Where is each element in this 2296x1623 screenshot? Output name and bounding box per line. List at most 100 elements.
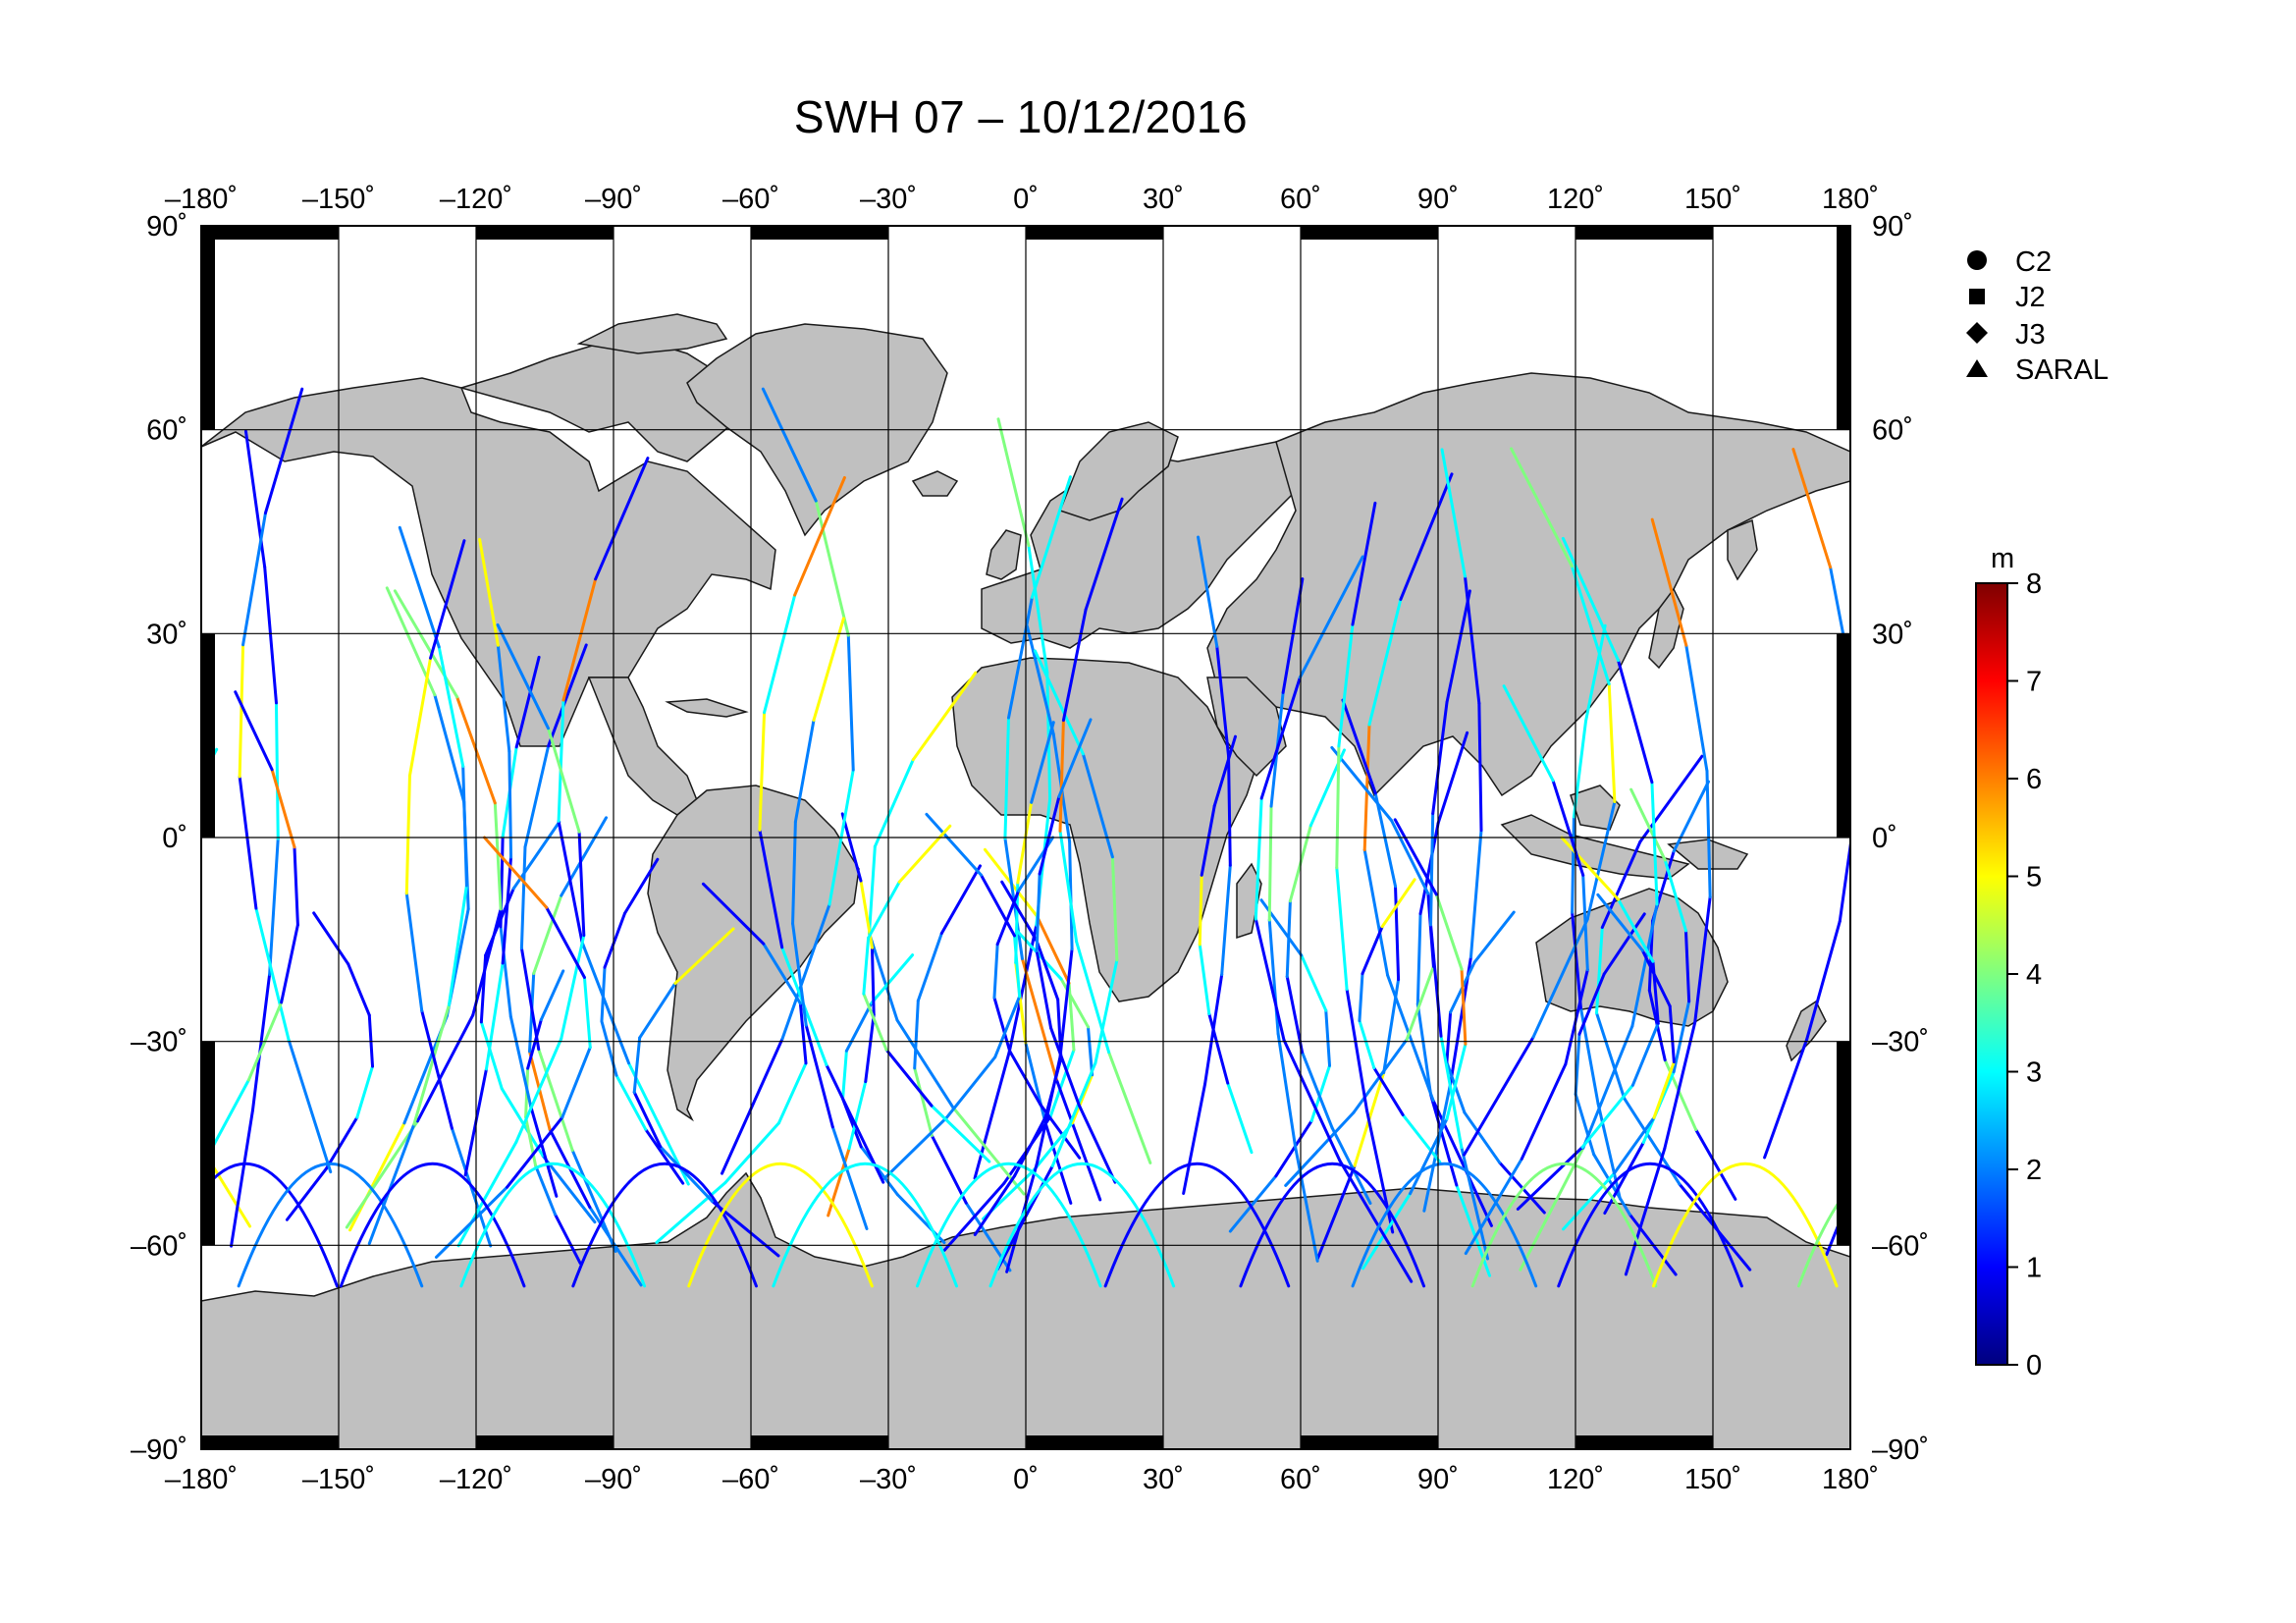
- track-segment: [1436, 730, 1469, 825]
- track-segment: [1315, 1163, 1357, 1261]
- track-segment: [1805, 919, 1842, 1042]
- track-segment: [312, 911, 350, 966]
- track-segment: [1439, 1034, 1464, 1150]
- track-segment: [1607, 682, 1617, 804]
- track-segment: [913, 999, 920, 1070]
- track-segment: [1033, 649, 1085, 756]
- track-segment: [1561, 536, 1621, 663]
- map-title: SWH 07 – 10/12/2016: [793, 91, 1249, 142]
- colorbar-tick-label: 3: [2026, 1057, 2042, 1089]
- track-segment: [939, 864, 982, 936]
- track-segment: [250, 972, 272, 1112]
- track-segment: [1393, 818, 1438, 896]
- track-segment: [870, 946, 876, 1016]
- track-segment: [1198, 873, 1203, 947]
- track-segment: [1422, 1082, 1453, 1213]
- track-segment: [1285, 899, 1292, 979]
- lon-tick-label-bottom: 60˚: [1280, 1464, 1321, 1495]
- track-segment: [1077, 1104, 1117, 1184]
- border-bar-right: [1837, 633, 1850, 838]
- lon-tick-label-top: –30˚: [860, 184, 917, 215]
- track-segment: [973, 1174, 1017, 1237]
- track-segment: [995, 1164, 1054, 1271]
- track-segment: [1048, 1048, 1076, 1118]
- track-segment: [1612, 1115, 1656, 1175]
- track-segment: [1629, 787, 1667, 862]
- track-segment: [1560, 836, 1621, 901]
- lon-tick-label-bottom: –180˚: [165, 1464, 238, 1495]
- track-segment: [270, 768, 296, 849]
- track-segment: [1024, 1041, 1047, 1125]
- track-segment: [1624, 1147, 1667, 1276]
- track-segment: [285, 1166, 328, 1221]
- track-segment: [230, 1109, 254, 1248]
- circle-marker-icon: [1967, 250, 1987, 270]
- track-segment: [1198, 943, 1211, 1016]
- track-segment: [1603, 1141, 1645, 1216]
- lon-tick-label-bottom: –90˚: [585, 1464, 642, 1495]
- track-segment: [1054, 1077, 1102, 1202]
- track-segment: [979, 873, 1017, 938]
- colorbar-tick-label: 4: [2026, 959, 2042, 991]
- track-segment: [1301, 1051, 1334, 1130]
- track-segment: [1110, 855, 1119, 962]
- track-segment: [846, 633, 855, 772]
- track-segment: [1617, 897, 1655, 963]
- track-segment: [420, 1008, 454, 1130]
- track-segment: [1058, 719, 1065, 833]
- arabia-land: [1206, 676, 1287, 778]
- border-bar-right: [1837, 1041, 1850, 1246]
- border-bar-top: [476, 226, 614, 240]
- track-segment: [557, 698, 565, 823]
- lon-tick-label-bottom: 90˚: [1417, 1464, 1459, 1495]
- track-segment: [367, 1122, 416, 1246]
- iceland-land: [911, 470, 959, 497]
- triangle-marker-icon: [1966, 359, 1988, 377]
- track-segment: [539, 969, 565, 1022]
- track-segment: [1570, 565, 1611, 686]
- cuba-land: [665, 698, 749, 718]
- lat-tick-label-left: –30˚: [131, 1027, 187, 1058]
- track-segment: [1197, 535, 1219, 648]
- track-segment: [1445, 589, 1471, 704]
- track-segment: [493, 801, 503, 911]
- track-segment: [471, 907, 503, 1017]
- lat-tick-label-left: –90˚: [131, 1434, 187, 1466]
- track-segment: [1415, 912, 1422, 1006]
- track-segment: [580, 941, 631, 1065]
- border-bar-bottom: [1026, 1435, 1163, 1449]
- track-segment: [1519, 1146, 1585, 1271]
- border-bar-bottom: [1575, 1435, 1713, 1449]
- track-segment: [1630, 902, 1659, 1028]
- track-segment: [632, 1090, 663, 1149]
- colorbar-ticks: 0 1 2 3 4 5 6 7 8: [2007, 568, 2042, 1381]
- track-segment: [1651, 959, 1660, 1025]
- track-segment: [541, 1154, 597, 1224]
- track-segment: [1390, 819, 1430, 895]
- track-segment: [561, 577, 598, 702]
- track-segment: [570, 1149, 617, 1253]
- track-segment: [862, 992, 888, 1052]
- lat-tick-label-left: –60˚: [131, 1230, 187, 1262]
- lat-tick-label-right: 0˚: [1872, 823, 1897, 854]
- track-segment: [519, 845, 527, 950]
- track-arc: [201, 1163, 339, 1288]
- track-segment: [1259, 676, 1302, 800]
- track-segment: [437, 645, 465, 768]
- track-segment: [1853, 685, 1856, 803]
- track-segment: [1663, 858, 1687, 933]
- track-segment: [1852, 685, 1886, 781]
- track-segment: [873, 758, 915, 848]
- track-segment: [1086, 1025, 1095, 1077]
- track-segment: [412, 1003, 451, 1126]
- track-segment: [499, 925, 512, 1018]
- track-segment: [996, 417, 1031, 548]
- track-segment: [1668, 1004, 1676, 1064]
- track-segment: [1531, 917, 1589, 1039]
- track-segment: [1468, 829, 1483, 959]
- track-segment: [1227, 754, 1232, 867]
- lon-tick-label-top: 150˚: [1684, 184, 1741, 215]
- track-segment: [1445, 1042, 1468, 1121]
- indonesia-land: [1500, 814, 1690, 880]
